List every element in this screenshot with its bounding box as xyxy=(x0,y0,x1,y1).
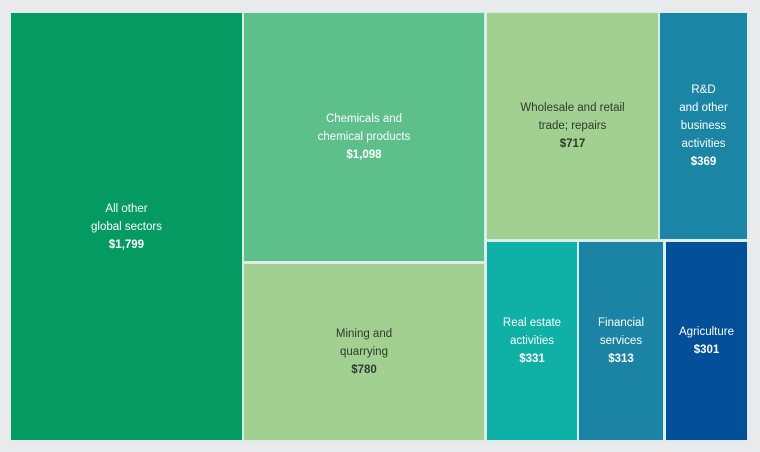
tile-label: Financial services xyxy=(597,317,645,347)
tile-chemicals: Chemicals and chemical products $1,098 xyxy=(243,12,485,262)
tile-value: $780 xyxy=(351,364,377,376)
tile-agriculture: Agriculture $301 xyxy=(665,241,748,441)
tile-label: Real estate activities xyxy=(502,317,562,347)
tile-value: $369 xyxy=(690,156,717,168)
tile-label: Mining and quarrying xyxy=(335,328,393,358)
tile-value: $313 xyxy=(608,353,634,365)
tile-value: $301 xyxy=(693,344,720,356)
tile-all-other-global-sectors: All other global sectors $1,799 xyxy=(10,12,243,441)
tile-rnd: R&D and other business activities $369 xyxy=(659,12,748,240)
tile-label: All other global sectors xyxy=(91,202,162,233)
tile-value: $1,799 xyxy=(108,238,145,251)
tile-wholesale: Wholesale and retail trade; repairs $717 xyxy=(486,12,659,240)
tile-label: Agriculture xyxy=(679,326,734,338)
tile-value: $717 xyxy=(559,138,586,150)
tile-value: $331 xyxy=(519,353,545,365)
tile-label: Chemicals and chemical products xyxy=(317,113,411,143)
tile-label: R&D and other business activities xyxy=(679,84,728,150)
tile-financial: Financial services $313 xyxy=(578,241,664,441)
tile-real-estate: Real estate activities $331 xyxy=(486,241,578,441)
tile-value: $1,098 xyxy=(346,149,382,161)
tile-mining: Mining and quarrying $780 xyxy=(243,263,485,441)
tile-label: Wholesale and retail trade; repairs xyxy=(520,102,625,132)
